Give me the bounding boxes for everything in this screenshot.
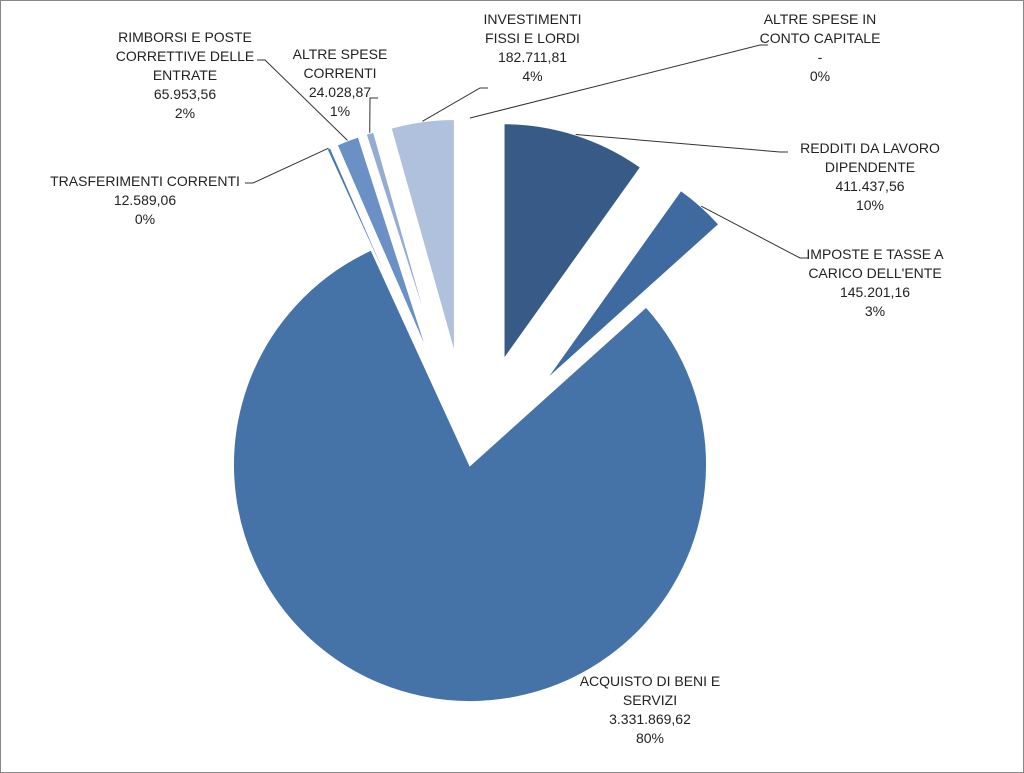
data-label: ACQUISTO DI BENI E SERVIZI 3.331.869,62 80… — [570, 672, 730, 748]
data-label: IMPOSTE E TASSE A CARICO DELL'ENTE 145.20… — [790, 245, 960, 321]
data-label: REDDITI DA LAVORO DIPENDENTE 411.437,56 10… — [780, 139, 960, 215]
percent-label: 3% — [864, 303, 886, 319]
category-label: ACQUISTO DI BENI E SERVIZI — [579, 673, 721, 708]
leader-line — [369, 97, 378, 133]
category-label: ALTRE SPESE CORRENTI — [292, 46, 388, 81]
data-label: RIMBORSI E POSTE CORRETTIVE DELLE ENTRAT… — [105, 28, 265, 123]
value-label: 24.028,87 — [308, 84, 372, 100]
percent-label: 0% — [134, 211, 156, 227]
pie-slice — [542, 188, 721, 384]
value-label: 411.437,56 — [835, 178, 905, 194]
pie-slice — [232, 248, 708, 703]
value-label: 65.953,56 — [153, 86, 217, 102]
percent-label: 10% — [855, 197, 885, 213]
category-label: INVESTIMENTI FISSI E LORDI — [483, 11, 582, 46]
category-label: RIMBORSI E POSTE CORRETTIVE DELLE ENTRAT… — [115, 29, 255, 83]
category-label: ALTRE SPESE IN CONTO CAPITALE — [759, 11, 881, 46]
category-label: TRASFERIMENTI CORRENTI — [50, 173, 240, 189]
leader-line — [575, 134, 788, 153]
value-label: 145.201,16 — [839, 284, 911, 300]
percent-label: 80% — [635, 730, 665, 746]
data-label: TRASFERIMENTI CORRENTI 12.589,06 0% — [35, 172, 255, 229]
percent-label: 2% — [174, 105, 196, 121]
pie-slice — [335, 135, 433, 363]
percent-label: 1% — [329, 103, 351, 119]
value-label: - — [817, 49, 823, 65]
leader-line — [245, 147, 329, 184]
category-label: IMPOSTE E TASSE A CARICO DELL'ENTE — [806, 246, 944, 281]
pie-slice — [502, 122, 643, 364]
leader-line — [422, 87, 488, 122]
leader-line — [257, 59, 348, 141]
value-label: 3.331.869,62 — [609, 711, 691, 727]
value-label: 182.711,81 — [497, 49, 568, 65]
category-label: REDDITI DA LAVORO DIPENDENTE — [800, 140, 940, 175]
leader-line — [469, 44, 768, 119]
data-label: INVESTIMENTI FISSI E LORDI 182.711,81 4% — [470, 10, 595, 86]
value-label: 12.589,06 — [113, 192, 177, 208]
percent-label: 0% — [809, 68, 831, 84]
leader-line — [700, 205, 808, 259]
percent-label: 4% — [522, 68, 543, 84]
data-label: ALTRE SPESE CORRENTI 24.028,87 1% — [265, 45, 415, 121]
data-label: ALTRE SPESE IN CONTO CAPITALE - 0% — [740, 10, 900, 86]
